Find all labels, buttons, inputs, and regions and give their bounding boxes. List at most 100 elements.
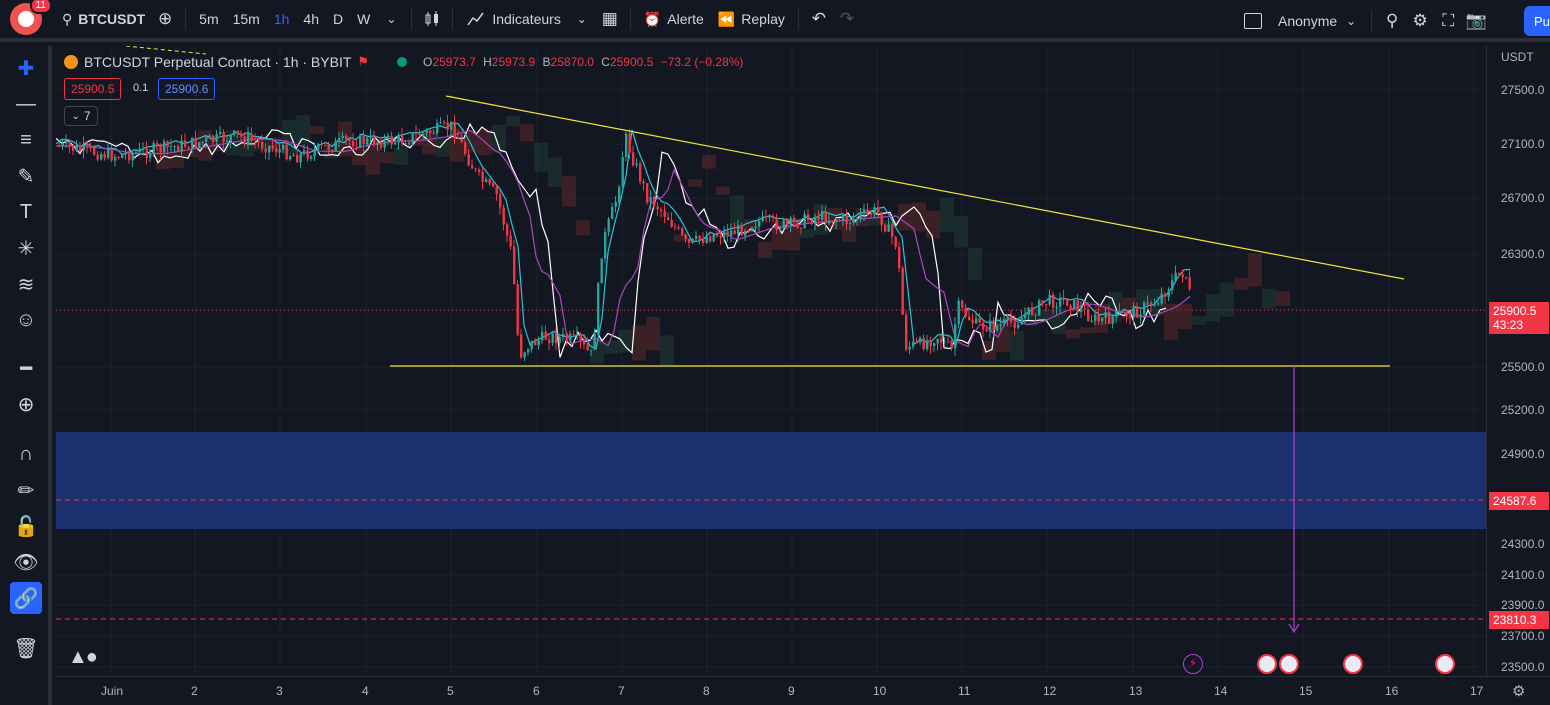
- axis-settings-gear-icon[interactable]: ⚙: [1512, 683, 1526, 700]
- brush-icon[interactable]: ✎: [17, 165, 35, 188]
- candle-body: [541, 331, 544, 341]
- candle-body: [404, 143, 407, 145]
- candle-body: [145, 148, 148, 158]
- cloud-segment: [996, 318, 1010, 352]
- sell-price-button[interactable]: 25900.5: [64, 78, 122, 100]
- candle-body: [1188, 277, 1191, 290]
- indicators-collapse-button[interactable]: ⌄ 7: [64, 106, 98, 126]
- us-flag-event-icon[interactable]: [1279, 654, 1299, 674]
- candle-body: [632, 152, 635, 166]
- time-tick: Juin: [101, 684, 124, 698]
- candles-type-icon[interactable]: [418, 5, 446, 33]
- settings-gear-icon[interactable]: ⚙: [1412, 11, 1428, 30]
- crosshair-icon[interactable]: ✚: [17, 57, 35, 80]
- fullscreen-icon[interactable]: ⛶: [1442, 11, 1455, 30]
- candle-body: [355, 146, 358, 148]
- candle-body: [1118, 310, 1121, 312]
- legend-title[interactable]: BTCUSDT Perpetual Contract · 1h · BYBIT: [84, 54, 352, 70]
- cloud-segment: [1220, 282, 1234, 317]
- candle-body: [1101, 317, 1104, 322]
- layout-icon[interactable]: [1244, 13, 1262, 29]
- undo-icon[interactable]: ↶: [811, 9, 826, 28]
- trash-icon[interactable]: 🗑: [13, 637, 39, 660]
- candle-body: [674, 226, 677, 228]
- indicators-button[interactable]: Indicateurs: [459, 3, 567, 35]
- us-flag-event-icon[interactable]: [1343, 654, 1363, 674]
- layout-name[interactable]: Anonyme: [1278, 13, 1338, 29]
- fib-retracement-icon[interactable]: ≡: [20, 128, 32, 151]
- pattern-icon[interactable]: ✳: [17, 237, 35, 260]
- chevron-down-icon[interactable]: ⌄: [386, 12, 397, 26]
- redo-icon[interactable]: ↷: [839, 9, 854, 28]
- chart-pane[interactable]: [56, 46, 1486, 676]
- trend-line-icon[interactable]: ―: [16, 92, 36, 115]
- time-tick: 17: [1470, 684, 1484, 698]
- cloud-segment: [688, 179, 702, 187]
- candle-body: [75, 145, 78, 151]
- candle-body: [940, 338, 943, 343]
- prediction-icon[interactable]: ≋: [17, 273, 35, 296]
- candle-body: [390, 135, 393, 145]
- publish-button[interactable]: Pu: [1524, 6, 1550, 36]
- candle-body: [152, 143, 155, 154]
- eye-icon[interactable]: 👁: [13, 551, 39, 574]
- candle-body: [537, 340, 540, 346]
- link-icon[interactable]: 🔗: [10, 582, 42, 614]
- flag-icon[interactable]: ⚑: [357, 54, 370, 69]
- candle-body: [583, 340, 586, 345]
- currency-label[interactable]: USDT: [1501, 50, 1534, 64]
- zoom-in-icon[interactable]: ⊕: [17, 393, 35, 416]
- tradingview-logo-icon[interactable]: ▲●: [68, 646, 98, 668]
- candle-body: [653, 196, 656, 207]
- lock-drawing-icon[interactable]: ✏: [17, 479, 35, 502]
- text-icon[interactable]: T: [19, 200, 33, 223]
- interval-15m[interactable]: 15m: [232, 11, 260, 27]
- alert-button[interactable]: ⏰ Alerte: [637, 3, 711, 35]
- candle-body: [978, 318, 981, 323]
- candle-body: [527, 349, 530, 353]
- candle-body: [310, 156, 313, 159]
- us-flag-event-icon[interactable]: [1435, 654, 1455, 674]
- price-axis[interactable]: USDT 27500.0 27100.0 26700.0 26300.0 25500.0…: [1486, 46, 1550, 676]
- user-avatar[interactable]: 11: [10, 0, 52, 35]
- interval-1h[interactable]: 1h: [273, 11, 290, 27]
- candle-body: [163, 141, 166, 153]
- demand-zone[interactable]: [56, 432, 1486, 529]
- lock-icon[interactable]: 🔓: [13, 515, 39, 538]
- compare-symbol-icon[interactable]: ⊕: [158, 9, 173, 28]
- candle-body: [103, 153, 106, 158]
- candle-body: [366, 137, 369, 145]
- interval-5m[interactable]: 5m: [199, 11, 219, 27]
- top-toolbar: 11 ⚲ BTCUSDT ⊕ 5m 15m 1h 4h D W ⌄ Indicateurs…: [0, 0, 1550, 42]
- descending-trendline[interactable]: [445, 95, 1405, 280]
- candle-body: [740, 224, 743, 236]
- camera-icon[interactable]: 📷: [1465, 11, 1487, 30]
- chevron-down-icon[interactable]: ⌄: [1346, 14, 1357, 28]
- symbol-search-button[interactable]: ⚲ BTCUSDT: [56, 3, 151, 35]
- lightning-event-icon[interactable]: ⚡: [1183, 654, 1203, 674]
- us-flag-event-icon[interactable]: [1257, 654, 1277, 674]
- price-chart[interactable]: [56, 46, 1486, 676]
- time-axis[interactable]: Juin 2 3 4 5 6 7 8 9 10 11 12 13 14 15 16 17 ⚙: [56, 676, 1550, 705]
- candle-body: [747, 231, 750, 233]
- quick-search-icon[interactable]: ⚲: [1385, 11, 1399, 30]
- candle-body: [1027, 307, 1030, 316]
- replay-button[interactable]: ⏪ Replay: [711, 3, 792, 35]
- chevron-down-icon[interactable]: ⌄: [576, 12, 587, 26]
- candle-body: [1034, 314, 1037, 316]
- buy-price-button[interactable]: 25900.6: [158, 78, 216, 100]
- ruler-icon[interactable]: ━: [19, 357, 33, 380]
- candle-body: [831, 220, 834, 223]
- candle-body: [236, 130, 239, 134]
- candle-body: [289, 156, 292, 160]
- templates-grid-icon[interactable]: ▦: [601, 9, 618, 28]
- market-status-icon: [397, 57, 408, 67]
- candle-body: [285, 145, 288, 160]
- interval-w[interactable]: W: [357, 11, 371, 27]
- interval-d[interactable]: D: [333, 11, 344, 27]
- emoji-icon[interactable]: ☺: [15, 308, 37, 331]
- candle-body: [299, 153, 302, 163]
- candle-body: [418, 133, 421, 137]
- magnet-icon[interactable]: ∩: [18, 442, 34, 465]
- interval-4h[interactable]: 4h: [303, 11, 319, 27]
